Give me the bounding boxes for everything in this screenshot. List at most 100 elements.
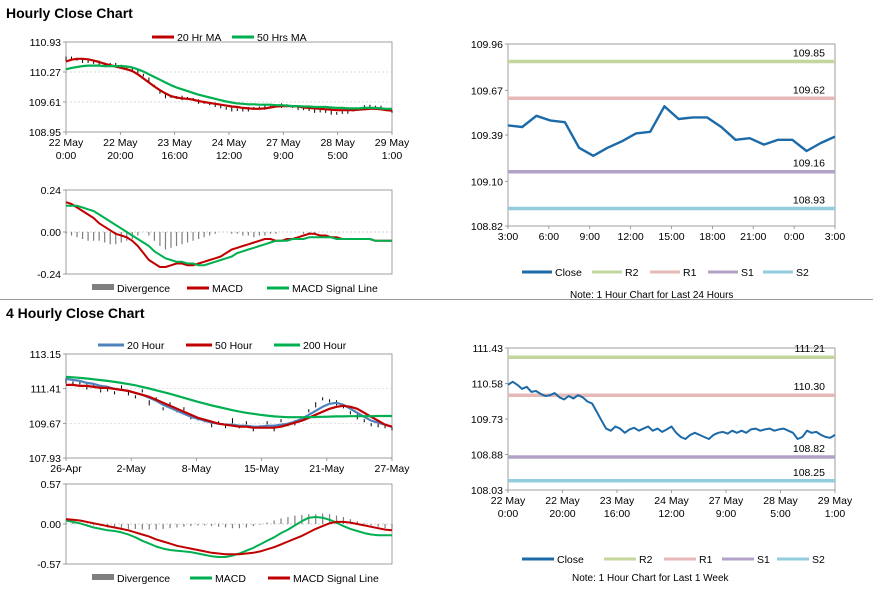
x-tick-label: 20:00 — [107, 150, 133, 162]
y-tick-label: 0.24 — [41, 185, 62, 197]
legend-label-200-hour: 200 Hour — [303, 340, 347, 352]
x-tick-label: 5:00 — [327, 150, 348, 162]
x-tick-label: 1:00 — [382, 150, 403, 162]
x-tick-label: 0:00 — [784, 231, 805, 243]
x-tick-label: 5:00 — [770, 508, 791, 520]
x-tick-label: 18:00 — [699, 231, 725, 243]
y-tick-label: 110.93 — [30, 37, 61, 49]
legend-label-macd: MACD — [215, 573, 246, 585]
x-tick-label: 23 May — [600, 495, 635, 507]
x-tick-label: 29 May — [818, 495, 853, 507]
x-tick-label: 22 May — [491, 495, 526, 507]
series-line-50-hrs-ma — [65, 64, 392, 110]
x-tick-label: 12:00 — [658, 508, 684, 520]
legend-label-macd: MACD — [212, 283, 243, 295]
legend-label-macd-signal-line: MACD Signal Line — [292, 283, 378, 295]
series-line-macd-signal-line — [66, 204, 392, 267]
x-tick-label: 15-May — [244, 463, 280, 475]
x-tick-label: 1:00 — [825, 508, 846, 520]
hourly-section-title: Hourly Close Chart — [6, 5, 133, 21]
hourly-macd-chart: 0.24 0.00 -0.24 Divergence MACD MACD Signal L… — [37, 185, 393, 295]
plot-area-frame — [65, 353, 393, 459]
legend-label-divergence: Divergence — [117, 283, 170, 295]
legend-label-s1: S1 — [741, 267, 754, 279]
x-tick-label: 9:00 — [716, 508, 737, 520]
level-label-s2: 108.25 — [793, 467, 825, 479]
x-tick-label: 9:00 — [273, 150, 294, 162]
four-hourly-section-title: 4 Hourly Close Chart — [6, 305, 145, 321]
y-tick-label: 109.67 — [29, 418, 61, 430]
y-tick-label: 109.39 — [471, 130, 503, 142]
y-tick-label: 107.93 — [29, 453, 61, 465]
y-tick-label: 0.00 — [41, 519, 62, 531]
x-tick-label: 22 May — [103, 137, 138, 149]
legend-label-macd-signal-line: MACD Signal Line — [293, 573, 379, 585]
y-tick-label: 0.00 — [41, 227, 62, 239]
series-line-200-hour — [65, 375, 392, 419]
plot-area-frame — [507, 347, 836, 491]
y-tick-label: 108.82 — [471, 221, 503, 233]
x-tick-label: 15:00 — [658, 231, 684, 243]
legend-label-50-hrs-ma: 50 Hrs MA — [257, 32, 307, 44]
x-tick-label: 22 May — [49, 137, 84, 149]
x-tick-label: 21:00 — [740, 231, 766, 243]
x-tick-label: 28 May — [320, 137, 355, 149]
y-tick-label: 113.15 — [30, 349, 61, 361]
four-hourly-macd-chart: 0.57 0.00 -0.57 Divergence MACD MACD Signal L… — [37, 479, 393, 585]
y-tick-label: -0.24 — [37, 269, 61, 281]
level-label-r2: 109.85 — [793, 48, 825, 60]
y-tick-label: 110.58 — [472, 379, 503, 391]
series-line-close — [507, 380, 836, 440]
legend-label-divergence: Divergence — [117, 573, 170, 585]
x-tick-label: 23 May — [157, 137, 192, 149]
legend-label-s2: S2 — [796, 267, 809, 279]
x-tick-label: 12:00 — [617, 231, 643, 243]
y-tick-label: 0.57 — [41, 479, 62, 491]
x-tick-label: 0:00 — [56, 150, 77, 162]
x-tick-label: 20:00 — [549, 508, 575, 520]
level-label-r1: 109.62 — [793, 84, 825, 96]
y-tick-label: 111.41 — [30, 384, 61, 396]
legend-label-s1: S1 — [757, 554, 770, 566]
level-label-r1: 110.30 — [794, 381, 825, 393]
legend-label-close: Close — [557, 554, 584, 566]
y-tick-label: 108.03 — [471, 485, 503, 497]
x-tick-label: 9:00 — [580, 231, 601, 243]
series-line-macd-signal-line — [65, 518, 393, 556]
x-tick-label: 21-May — [309, 463, 345, 475]
x-tick-label: 26-Apr — [50, 463, 82, 475]
x-tick-label: 3:00 — [825, 231, 846, 243]
x-tick-label: 6:00 — [539, 231, 560, 243]
legend-label-r2: R2 — [625, 267, 639, 279]
y-tick-label: 110.27 — [30, 67, 61, 79]
level-label-s1: 108.82 — [793, 443, 825, 455]
x-tick-label: 27 May — [266, 137, 301, 149]
y-tick-label: 109.73 — [471, 414, 503, 426]
legend-label-50-hour: 50 Hour — [215, 340, 253, 352]
x-tick-label: 27-May — [374, 463, 410, 475]
level-label-s1: 109.16 — [793, 158, 825, 170]
y-tick-label: 109.67 — [471, 85, 503, 97]
x-tick-label: 16:00 — [162, 150, 188, 162]
legend-label-r1: R1 — [683, 267, 697, 279]
x-tick-label: 8-May — [182, 463, 212, 475]
y-tick-label: 111.43 — [472, 343, 503, 355]
section-divider — [0, 299, 873, 300]
x-tick-label: 28 May — [763, 495, 798, 507]
x-tick-label: 3:00 — [498, 231, 519, 243]
series-divergence — [65, 232, 316, 250]
legend-label-r1: R1 — [699, 554, 713, 566]
series-line-macd — [65, 516, 392, 558]
x-tick-label: 24 May — [654, 495, 689, 507]
x-tick-label: 16:00 — [604, 508, 630, 520]
x-tick-label: 24 May — [212, 137, 247, 149]
y-tick-label: 109.61 — [29, 97, 61, 109]
series-line-50-hour — [66, 383, 393, 429]
legend-label-close: Close — [555, 267, 582, 279]
level-label-r2: 111.21 — [794, 343, 825, 355]
x-tick-label: 2-May — [117, 463, 147, 475]
